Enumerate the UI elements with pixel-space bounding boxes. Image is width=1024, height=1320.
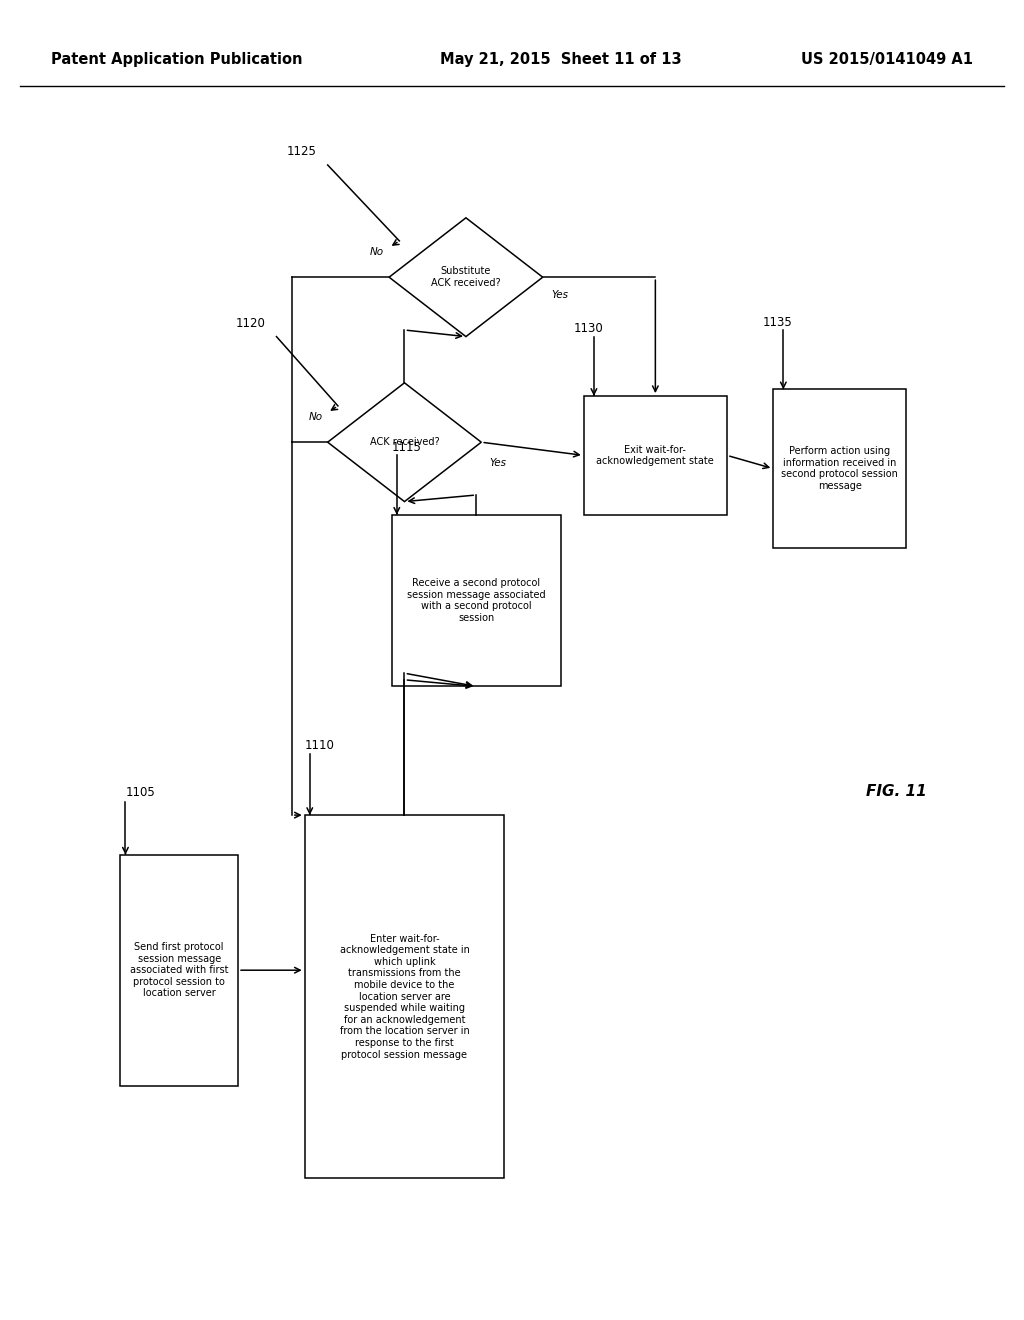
Text: 1125: 1125 — [287, 145, 316, 158]
Text: 1120: 1120 — [236, 317, 265, 330]
FancyBboxPatch shape — [391, 515, 561, 686]
Text: Receive a second protocol
session message associated
with a second protocol
sess: Receive a second protocol session messag… — [407, 578, 546, 623]
Polygon shape — [389, 218, 543, 337]
Text: 1110: 1110 — [305, 739, 335, 752]
Text: Yes: Yes — [489, 458, 507, 469]
Text: No: No — [370, 247, 384, 257]
Text: FIG. 11: FIG. 11 — [865, 784, 927, 800]
Text: 1135: 1135 — [763, 315, 793, 329]
FancyBboxPatch shape — [305, 814, 504, 1179]
FancyBboxPatch shape — [121, 855, 238, 1085]
Text: Exit wait-for-
acknowledgement state: Exit wait-for- acknowledgement state — [597, 445, 714, 466]
Text: Perform action using
information received in
second protocol session
message: Perform action using information receive… — [781, 446, 898, 491]
Text: 1115: 1115 — [391, 441, 422, 454]
FancyBboxPatch shape — [773, 389, 906, 548]
Text: Enter wait-for-
acknowledgement state in
which uplink
transmissions from the
mob: Enter wait-for- acknowledgement state in… — [340, 933, 469, 1060]
FancyBboxPatch shape — [584, 396, 727, 515]
Text: Substitute
ACK received?: Substitute ACK received? — [431, 267, 501, 288]
Text: Yes: Yes — [551, 290, 568, 301]
Text: Patent Application Publication: Patent Application Publication — [51, 51, 303, 67]
Text: US 2015/0141049 A1: US 2015/0141049 A1 — [801, 51, 973, 67]
Polygon shape — [328, 383, 481, 502]
Text: 1105: 1105 — [125, 787, 156, 799]
Text: Send first protocol
session message
associated with first
protocol session to
lo: Send first protocol session message asso… — [130, 942, 228, 998]
Text: 1130: 1130 — [573, 322, 603, 335]
Text: May 21, 2015  Sheet 11 of 13: May 21, 2015 Sheet 11 of 13 — [440, 51, 682, 67]
Text: ACK received?: ACK received? — [370, 437, 439, 447]
Text: No: No — [308, 412, 323, 422]
